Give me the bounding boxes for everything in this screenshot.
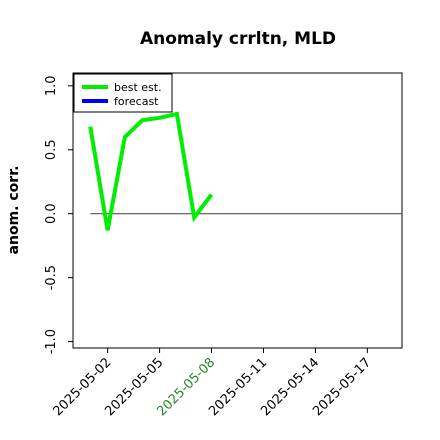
- y-tick-label: -0.5: [44, 265, 59, 290]
- series-line-best-est: [88, 111, 214, 231]
- plot-area: -1.0-0.50.00.51.02025-05-022025-05-05202…: [44, 72, 403, 419]
- y-tick-label: 0.0: [44, 203, 59, 224]
- chart-title: Anomaly crrltn, MLD: [140, 29, 336, 49]
- y-axis-label: anom. corr.: [6, 166, 22, 255]
- legend: best est.forecast: [73, 73, 173, 113]
- legend-box: [73, 73, 173, 113]
- y-tick-label: 1.0: [44, 75, 59, 96]
- legend-entry: best est.: [114, 81, 162, 94]
- y-tick-label: 0.5: [44, 139, 59, 160]
- legend-entry: forecast: [114, 95, 159, 108]
- y-tick-label: -1.0: [44, 329, 59, 354]
- plot-frame: [72, 72, 403, 349]
